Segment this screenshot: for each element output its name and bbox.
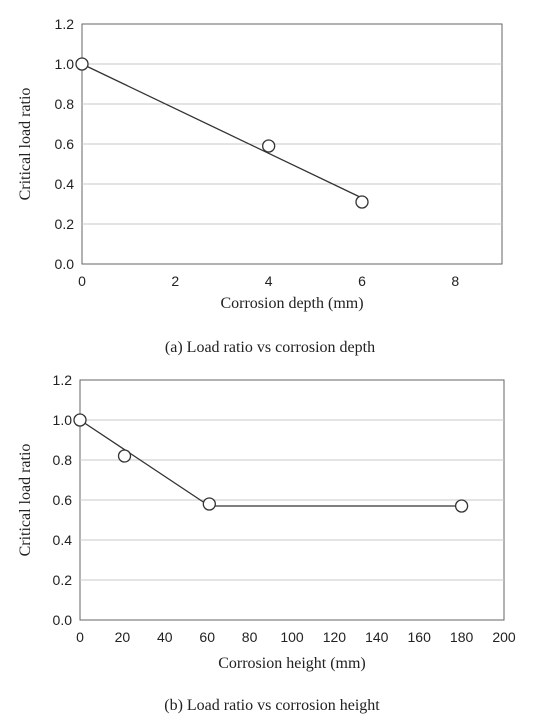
chart-a-x-axis-label: Corrosion depth (mm) [220, 295, 363, 312]
chart-b-y-tick-label: 0.4 [53, 532, 73, 548]
chart-b-x-tick-label: 200 [492, 629, 516, 645]
chart-a-x-ticks: 0 2 4 6 8 [78, 273, 459, 289]
chart-a: 0.0 0.2 0.4 0.6 0.8 1.0 1.2 0 2 4 6 8 Corrosion de… [17, 16, 503, 356]
chart-a-data-point [262, 139, 276, 153]
chart-a-x-tick-label: 0 [78, 273, 86, 289]
chart-b-x-tick-label: 80 [242, 629, 258, 645]
chart-a-caption: (a) Load ratio vs corrosion depth [165, 339, 375, 356]
chart-b-y-tick-label: 0.2 [53, 572, 73, 588]
chart-b-y-tick-label: 0.6 [53, 492, 73, 508]
chart-a-points [75, 57, 369, 209]
chart-b-x-tick-label: 60 [199, 629, 215, 645]
chart-b-x-tick-label: 100 [280, 629, 304, 645]
chart-a-y-tick-label: 0.4 [55, 176, 75, 192]
chart-b-x-tick-label: 120 [323, 629, 347, 645]
chart-a-y-tick-label: 0.8 [55, 96, 75, 112]
chart-a-trend-line [81, 63, 363, 199]
chart-a-y-ticks: 0.0 0.2 0.4 0.6 0.8 1.0 1.2 [55, 16, 75, 272]
chart-a-y-tick-label: 1.2 [55, 16, 75, 32]
chart-b-trend-line [79, 419, 462, 507]
chart-b-caption: (b) Load ratio vs corrosion height [164, 697, 380, 714]
chart-b-data-point [202, 497, 216, 511]
chart-b-data-point [73, 413, 87, 427]
chart-b-y-tick-label: 1.0 [53, 412, 73, 428]
chart-a-data-point [75, 57, 89, 71]
chart-a-fit-line [81, 63, 363, 199]
chart-a-y-tick-label: 1.0 [55, 56, 75, 72]
chart-a-data-point [355, 195, 369, 209]
chart-b-x-tick-label: 20 [115, 629, 131, 645]
chart-b-y-axis-label: Critical load ratio [17, 444, 34, 557]
chart-a-x-tick-label: 6 [358, 273, 366, 289]
chart-b-x-ticks: 0 20 40 60 80 100 120 140 160 180 200 [76, 629, 516, 645]
chart-a-gridlines [82, 63, 502, 225]
chart-b-x-tick-label: 160 [408, 629, 432, 645]
chart-a-x-tick-label: 4 [265, 273, 273, 289]
chart-a-y-tick-label: 0.6 [55, 136, 75, 152]
chart-a-x-tick-label: 2 [171, 273, 179, 289]
chart-b: 0.0 0.2 0.4 0.6 0.8 1.0 1.2 0 20 40 60 80 100 120 140… [17, 372, 516, 714]
chart-b-data-point [117, 449, 132, 463]
chart-b-x-tick-label: 180 [450, 629, 474, 645]
chart-b-gridlines [80, 419, 504, 581]
chart-b-x-tick-label: 140 [365, 629, 389, 645]
chart-a-y-axis-label: Critical load ratio [17, 88, 34, 201]
chart-b-y-ticks: 0.0 0.2 0.4 0.6 0.8 1.0 1.2 [53, 372, 73, 628]
chart-b-y-tick-label: 1.2 [53, 372, 73, 388]
chart-b-x-tick-label: 40 [157, 629, 173, 645]
chart-b-data-point [454, 499, 469, 513]
chart-b-y-tick-label: 0.0 [53, 612, 73, 628]
chart-a-y-tick-label: 0.2 [55, 216, 75, 232]
chart-b-y-tick-label: 0.8 [53, 452, 73, 468]
chart-b-points [73, 413, 469, 513]
chart-a-x-tick-label: 8 [451, 273, 459, 289]
chart-a-y-tick-label: 0.0 [55, 256, 75, 272]
chart-b-fit-line [79, 419, 462, 507]
chart-b-x-axis-label: Corrosion height (mm) [218, 655, 366, 672]
chart-b-x-tick-label: 0 [76, 629, 84, 645]
